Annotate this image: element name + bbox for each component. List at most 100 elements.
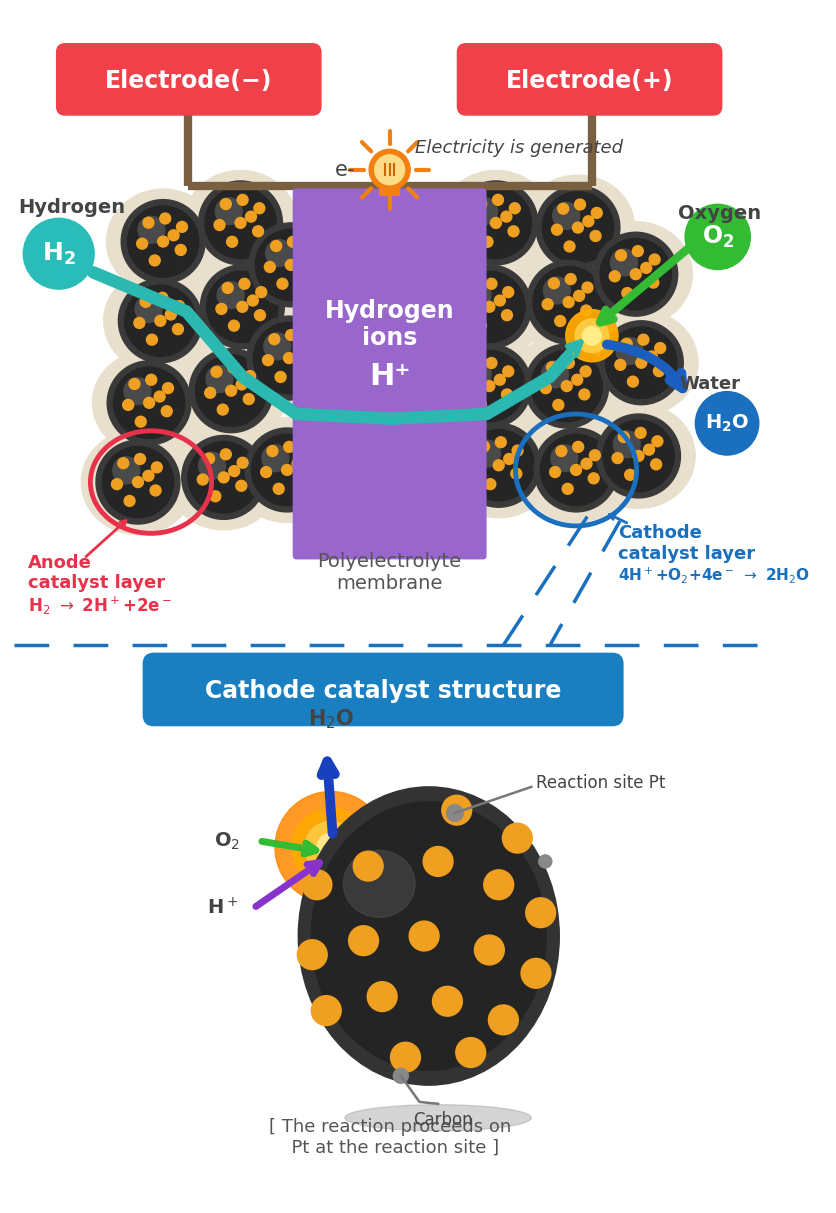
Circle shape	[543, 298, 553, 309]
Ellipse shape	[186, 255, 299, 359]
Circle shape	[446, 804, 463, 821]
Circle shape	[579, 389, 590, 400]
Circle shape	[590, 230, 601, 241]
Circle shape	[119, 279, 202, 363]
Circle shape	[635, 427, 646, 438]
Circle shape	[201, 264, 284, 349]
Circle shape	[463, 429, 534, 501]
Circle shape	[574, 199, 585, 210]
Circle shape	[494, 375, 505, 386]
Circle shape	[121, 200, 205, 284]
Circle shape	[254, 203, 265, 213]
Circle shape	[484, 870, 513, 900]
Circle shape	[150, 485, 161, 496]
Circle shape	[158, 237, 169, 247]
Circle shape	[636, 358, 647, 369]
Circle shape	[286, 330, 297, 341]
Circle shape	[543, 277, 570, 303]
Circle shape	[283, 353, 294, 364]
Circle shape	[221, 199, 232, 210]
Circle shape	[454, 351, 525, 422]
Circle shape	[521, 958, 551, 989]
Circle shape	[603, 421, 674, 491]
Circle shape	[526, 898, 556, 928]
Circle shape	[135, 296, 162, 323]
Circle shape	[502, 286, 513, 297]
Circle shape	[655, 342, 665, 353]
Circle shape	[210, 491, 221, 502]
Circle shape	[206, 272, 278, 342]
Circle shape	[502, 389, 512, 400]
Circle shape	[555, 315, 566, 326]
Circle shape	[534, 428, 618, 512]
Circle shape	[214, 220, 225, 230]
Text: ions: ions	[362, 325, 417, 349]
Circle shape	[111, 479, 122, 490]
Circle shape	[640, 262, 651, 273]
Circle shape	[143, 471, 154, 482]
Circle shape	[482, 237, 493, 247]
Circle shape	[632, 246, 643, 257]
Circle shape	[648, 277, 659, 287]
Text: Anode: Anode	[28, 554, 92, 571]
Circle shape	[245, 371, 256, 381]
Circle shape	[476, 199, 487, 210]
Ellipse shape	[439, 171, 553, 275]
Circle shape	[612, 452, 623, 463]
Circle shape	[531, 351, 603, 422]
Circle shape	[349, 926, 379, 956]
Circle shape	[288, 237, 298, 247]
Circle shape	[624, 469, 635, 480]
Circle shape	[237, 301, 247, 312]
Ellipse shape	[106, 189, 220, 294]
Circle shape	[237, 457, 248, 468]
Circle shape	[243, 394, 254, 405]
Circle shape	[511, 468, 522, 479]
Circle shape	[264, 262, 275, 273]
Circle shape	[294, 347, 305, 358]
Circle shape	[484, 381, 495, 392]
Text: Cathode: Cathode	[618, 524, 702, 542]
Circle shape	[580, 366, 591, 377]
Circle shape	[463, 382, 474, 393]
Circle shape	[370, 149, 410, 190]
Circle shape	[292, 459, 303, 469]
Circle shape	[581, 306, 592, 317]
Circle shape	[118, 457, 129, 468]
Circle shape	[563, 483, 573, 494]
Circle shape	[211, 366, 222, 377]
Circle shape	[583, 216, 594, 227]
Circle shape	[594, 232, 678, 317]
Circle shape	[275, 371, 286, 382]
Circle shape	[622, 287, 633, 298]
FancyBboxPatch shape	[380, 187, 400, 195]
Circle shape	[496, 437, 507, 448]
Circle shape	[609, 270, 620, 281]
Circle shape	[277, 278, 288, 289]
Circle shape	[649, 254, 660, 264]
Circle shape	[605, 328, 677, 398]
Circle shape	[23, 218, 94, 289]
Circle shape	[583, 326, 601, 344]
Circle shape	[650, 459, 661, 469]
Circle shape	[124, 495, 135, 506]
Circle shape	[581, 459, 592, 469]
Ellipse shape	[433, 255, 546, 359]
Circle shape	[456, 1037, 486, 1067]
Circle shape	[302, 870, 332, 900]
Circle shape	[135, 416, 146, 427]
Circle shape	[160, 213, 171, 224]
FancyBboxPatch shape	[143, 653, 624, 727]
Circle shape	[296, 254, 307, 264]
Text: $\mathbf{O_2}$: $\mathbf{O_2}$	[701, 224, 734, 250]
Circle shape	[549, 467, 561, 478]
Circle shape	[188, 442, 259, 513]
Circle shape	[181, 435, 266, 519]
Ellipse shape	[345, 1105, 532, 1131]
Circle shape	[283, 442, 294, 452]
Circle shape	[129, 378, 140, 389]
Circle shape	[132, 477, 144, 488]
Circle shape	[502, 824, 533, 853]
Circle shape	[527, 261, 610, 344]
Circle shape	[222, 283, 233, 294]
